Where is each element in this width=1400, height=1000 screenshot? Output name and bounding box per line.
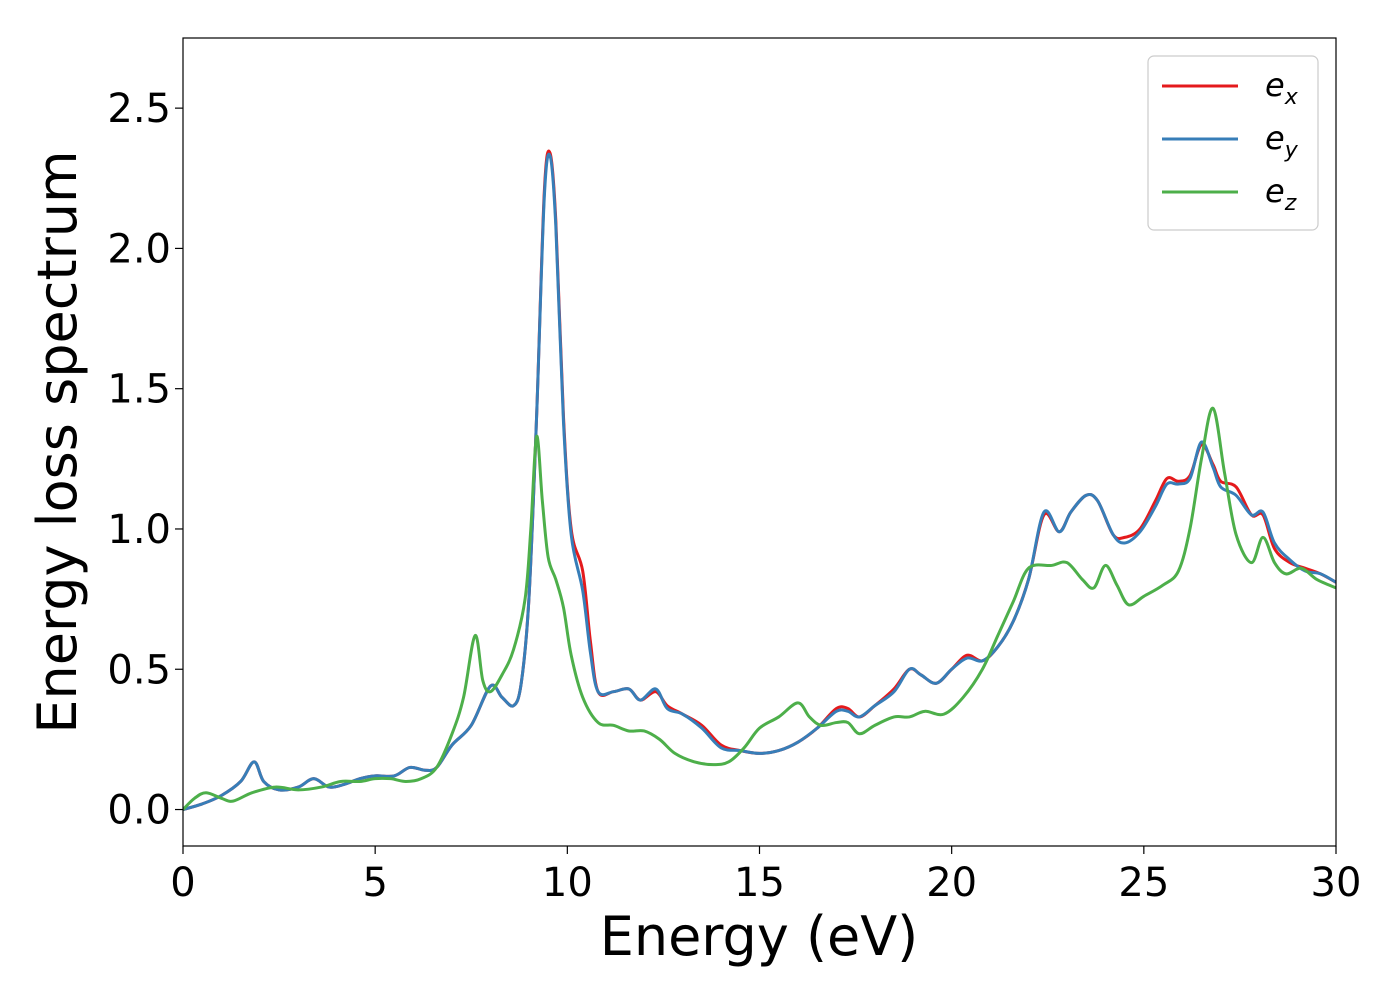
- legend: ex ey ez: [1147, 55, 1319, 231]
- x-tick-label: 10: [542, 860, 593, 906]
- y-axis-label: Energy loss spectrum: [26, 150, 89, 733]
- x-tick-label: 0: [170, 860, 195, 906]
- x-tick-label: 30: [1311, 860, 1362, 906]
- x-tick-label: 25: [1118, 860, 1169, 906]
- series-layer: [183, 149, 1336, 811]
- x-axis-ticks: 0 5 10 15 20 25 30: [170, 846, 1361, 906]
- y-tick-label: 0.5: [107, 647, 171, 693]
- y-tick-label: 2.5: [107, 86, 171, 132]
- y-axis-ticks: 0.0 0.5 1.0 1.5 2.0 2.5: [107, 86, 183, 834]
- series-line-e-z: [183, 406, 1336, 811]
- x-tick-label: 20: [926, 860, 977, 906]
- x-tick-label: 5: [362, 860, 387, 906]
- legend-label-e-z: ez: [1265, 172, 1297, 216]
- y-tick-label: 1.0: [107, 507, 171, 553]
- y-tick-label: 1.5: [107, 367, 171, 413]
- legend-label-e-x: ex: [1265, 66, 1299, 110]
- series-line-e-y: [183, 152, 1336, 811]
- series-line-e-x: [183, 149, 1336, 811]
- x-tick-label: 15: [734, 860, 785, 906]
- y-tick-label: 0.0: [107, 788, 171, 834]
- y-tick-label: 2.0: [107, 226, 171, 272]
- legend-box: [1147, 55, 1319, 231]
- x-axis-label: Energy (eV): [600, 905, 919, 968]
- legend-label-e-y: ey: [1265, 119, 1299, 163]
